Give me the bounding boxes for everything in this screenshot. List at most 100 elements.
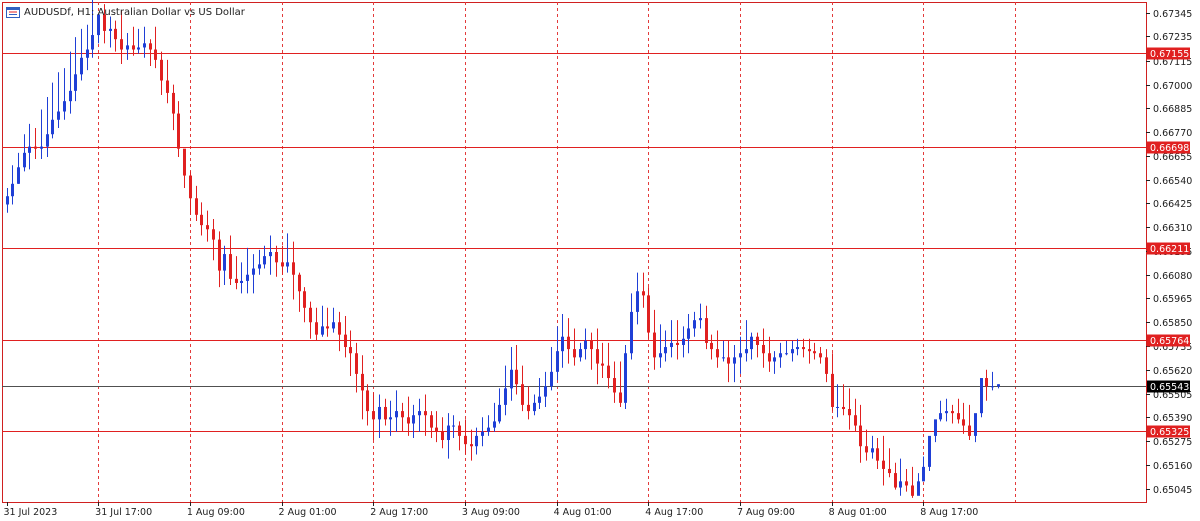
candle-body-bear	[229, 254, 232, 279]
candle-body-bear	[882, 460, 885, 469]
x-axis-label: 1 Aug 09:00	[187, 507, 245, 518]
candle-body-bull	[17, 167, 20, 184]
x-axis-label: 8 Aug 01:00	[829, 507, 887, 518]
candle-body-bull	[682, 338, 685, 345]
chart-header: AUDUSDf, H1: Australian Dollar vs US Dol…	[6, 3, 245, 21]
candle-body-bear	[911, 485, 914, 496]
candle-body-bull	[779, 353, 782, 358]
x-axis-label: 4 Aug 17:00	[645, 507, 703, 518]
candle-body-bear	[705, 318, 708, 343]
candle-body-bull	[687, 328, 690, 339]
candle-body-bear	[515, 369, 518, 385]
candle-body-bear	[366, 390, 369, 412]
y-axis-label: 0.65160	[1153, 461, 1192, 472]
candle-body-bull	[493, 421, 496, 428]
candle-body-bull	[504, 388, 507, 405]
y-axis-label: 0.66080	[1153, 271, 1192, 282]
candle-body-bull	[6, 196, 9, 205]
y-axis-label: 0.66770	[1153, 128, 1192, 139]
y-axis-label: 0.65620	[1153, 366, 1192, 377]
candle-body-bear	[819, 353, 822, 358]
candle-body-bear	[177, 113, 180, 149]
candle-body-bear	[951, 411, 954, 414]
candle-body-bear	[435, 427, 438, 432]
candle-body-bull	[286, 262, 289, 267]
candle-body-bear	[292, 262, 295, 275]
candle-body-bull	[137, 47, 140, 50]
candle-body-bull	[556, 351, 559, 372]
level-label-box	[1147, 334, 1190, 347]
candle-body-bear	[315, 322, 318, 335]
candle-body-bear	[710, 342, 713, 350]
candle-body-bear	[212, 229, 215, 240]
candle-body-bull	[395, 411, 398, 418]
candle-body-bull	[223, 254, 226, 271]
candle-body-bull	[939, 413, 942, 420]
candle-body-bull	[487, 427, 490, 432]
candle-body-bull	[332, 322, 335, 329]
candle-body-bull	[63, 101, 66, 112]
candle-body-bear	[607, 365, 610, 379]
candle-body-bull	[899, 481, 902, 488]
candle-body-bull	[475, 435, 478, 447]
level-label-box	[1147, 141, 1190, 154]
candle-body-bear	[888, 468, 891, 474]
candle-body-bear	[601, 363, 604, 366]
candle-body-bear	[401, 411, 404, 418]
candle-body-bear	[985, 378, 988, 387]
y-axis-label: 0.66425	[1153, 199, 1192, 210]
candle-body-bull	[722, 357, 725, 359]
candle-body-bull	[51, 119, 54, 135]
candle-body-bull	[980, 378, 983, 414]
y-axis-label: 0.67235	[1153, 32, 1192, 43]
candle-body-bull	[945, 411, 948, 414]
candle-body-bear	[298, 274, 301, 292]
y-axis-label: 0.65390	[1153, 413, 1192, 424]
candle-body-bear	[521, 384, 524, 405]
candle-body-bull	[630, 311, 633, 354]
candle-body-bear	[281, 262, 284, 267]
candle-body-bear	[842, 406, 845, 410]
x-axis-label: 4 Aug 01:00	[554, 507, 612, 518]
candle-body-bull	[796, 347, 799, 350]
candle-body-bear	[218, 239, 221, 271]
candle-body-bear	[653, 332, 656, 358]
candle-body-bull	[836, 406, 839, 408]
candle-body-bull	[378, 406, 381, 420]
candle-body-bull	[664, 347, 667, 354]
candle-body-bear	[813, 351, 816, 354]
candle-body-bull	[23, 152, 26, 168]
candle-body-bear	[727, 357, 730, 364]
candle-body-bull	[143, 43, 146, 48]
y-axis-label: 0.65275	[1153, 437, 1192, 448]
candle-body-bear	[470, 444, 473, 447]
candle-body-bear	[384, 406, 387, 420]
candle-body-bear	[103, 14, 106, 31]
candle-body-bear	[647, 295, 650, 333]
candle-body-bear	[172, 92, 175, 114]
x-axis-label: 8 Aug 17:00	[920, 507, 978, 518]
candle-body-bull	[974, 413, 977, 436]
candle-body-bull	[91, 35, 94, 50]
candle-body-bull	[561, 336, 564, 352]
candle-body-bear	[676, 342, 679, 345]
candle-body-bull	[745, 349, 748, 354]
candle-body-bear	[716, 349, 719, 358]
candle-body-bear	[876, 448, 879, 461]
candle-body-bear	[957, 413, 960, 420]
candle-body-bear	[114, 28, 117, 40]
candle-body-bull	[670, 342, 673, 348]
candle-body-bull	[321, 326, 324, 335]
candle-body-bull	[389, 417, 392, 420]
level-label-box	[1147, 242, 1190, 255]
current-price-label-box	[1147, 380, 1190, 393]
candle-body-bull	[785, 353, 788, 355]
current-price-label: 0.65543	[1150, 382, 1189, 393]
candle-body-bear	[831, 373, 834, 407]
candle-body-bull	[991, 386, 994, 388]
candle-body-bull	[733, 357, 736, 364]
candle-body-bear	[430, 415, 433, 428]
candle-body-bull	[258, 264, 261, 269]
y-axis-label: 0.67115	[1153, 57, 1192, 68]
y-axis-label: 0.66540	[1153, 176, 1192, 187]
